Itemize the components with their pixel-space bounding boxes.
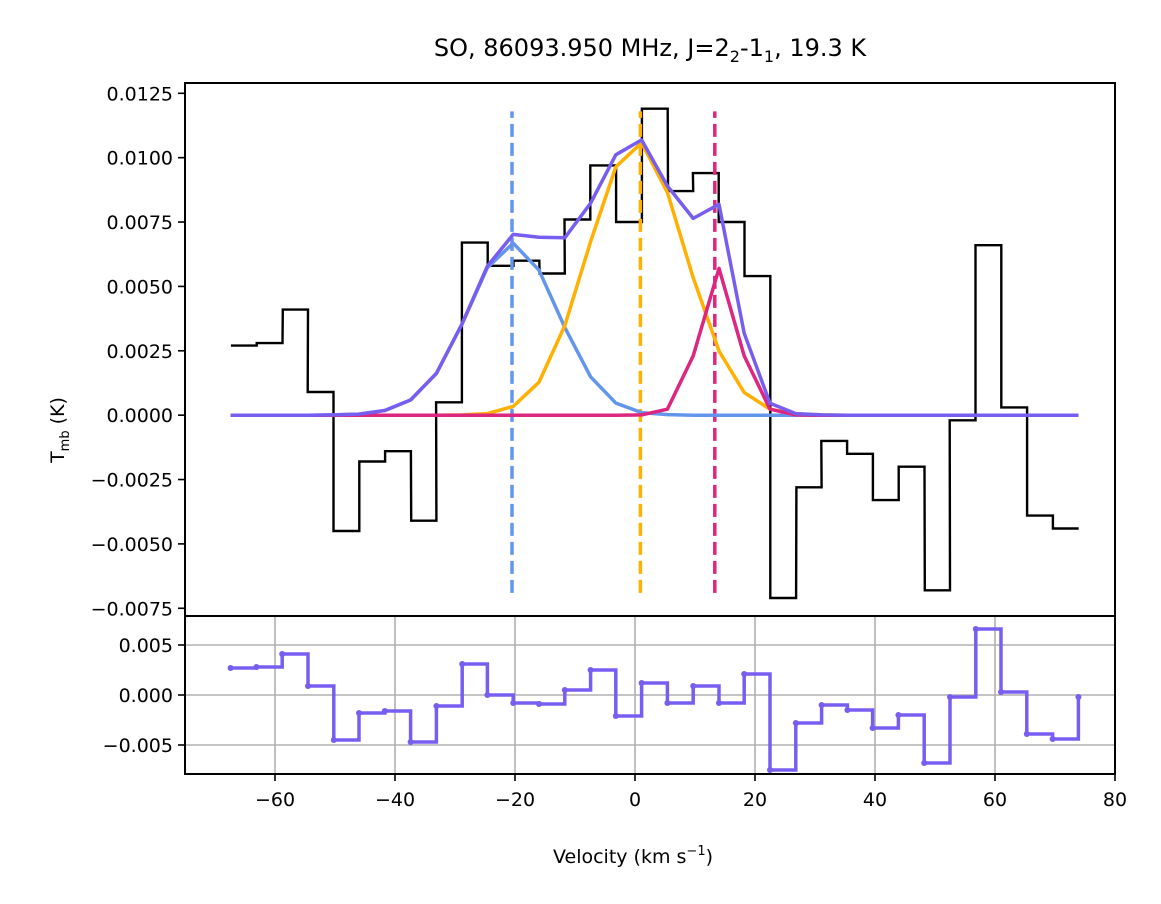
residual-point [279,651,286,657]
spectrum-y-tick-label: 0.0025 [107,341,173,363]
residual-point [972,626,979,632]
chart-title: SO, 86093.950 MHz, J=22-11, 19.3 K [434,34,868,66]
residual-point [356,710,362,716]
residual-point [1075,694,1082,700]
residual-point [792,720,799,726]
component-1-line [230,241,1079,417]
residual-point [459,661,466,667]
residual-point [433,703,440,709]
residual-point [716,700,722,706]
spectrum-y-tick-label: 0.0050 [107,276,173,298]
residual-point [510,700,517,706]
x-tick-label: 40 [863,789,887,811]
residual-y-tick-label: −0.005 [103,735,173,757]
residual-y-tick-label: 0.000 [119,685,173,707]
x-axis-label: Velocity (km s−1) [553,844,713,868]
residual-point [844,707,851,713]
x-tick-label: −60 [255,789,295,811]
x-tick-label: −40 [375,789,415,811]
residual-grid [185,616,1115,774]
residual-point [869,725,876,731]
residual-point [227,665,234,671]
spectrum-y-tick-label: 0.0100 [107,148,173,170]
spectrum-y-tick-label: 0.0075 [107,212,173,234]
spectrum-y-tick-label: −0.0025 [91,470,173,492]
residual-point [1023,731,1030,737]
residual-point [612,713,619,719]
x-tick-label: 20 [743,789,767,811]
residual-point [253,664,260,670]
x-tick-label: 0 [629,789,641,811]
residual-point [407,739,414,745]
component-2-line [230,140,1079,417]
spectrum-panel: −0.0075 −0.0050 −0.0025 0.0000 0.0025 0.0050 0… [47,82,1116,620]
residual-point [536,701,542,707]
x-tick-label: −20 [495,789,535,811]
total-model-line [230,138,1079,417]
residual-point [561,687,568,693]
residual-y-tick-label: 0.005 [119,635,173,657]
residual-point [767,767,773,773]
spectrum-y-axis-label: Tmb (K) [47,397,73,464]
residual-point [1049,736,1056,742]
residual-point [818,702,825,708]
spectrum-y-axis: −0.0075 −0.0050 −0.0025 0.0000 0.0025 0.0050 0… [91,83,185,620]
residual-point [381,708,388,714]
component-3-line [230,266,1079,417]
spectrum-plot-area [230,107,1079,600]
spectrum-y-tick-label: 0.0125 [107,83,173,105]
spectrum-y-tick-label: 0.0000 [107,405,173,427]
residual-point [998,689,1004,695]
residual-point [690,683,697,689]
residual-point [741,671,748,677]
residual-plot-area [227,626,1082,773]
residual-point [947,694,953,700]
spectrum-y-tick-label: −0.0050 [91,534,173,556]
x-tick-label: 80 [1103,789,1127,811]
spectrum-y-tick-label: −0.0075 [91,598,173,620]
residual-point [587,667,594,673]
residual-x-axis: −60 −40 −20 0 20 40 60 80 [255,774,1127,811]
residual-panel: −0.005 0.000 0.005 −60 −40 −20 0 20 40 60 80 Velo… [103,615,1127,868]
residual-point [330,737,337,743]
residual-point [305,683,311,689]
residual-point [664,700,671,706]
residual-point [484,692,491,698]
residual-point [638,680,645,686]
x-tick-label: 60 [983,789,1007,811]
residual-point [921,760,928,766]
residual-y-axis: −0.005 0.000 0.005 [103,635,185,757]
observed-spectrum-line [230,107,1079,600]
residual-point [895,712,902,718]
